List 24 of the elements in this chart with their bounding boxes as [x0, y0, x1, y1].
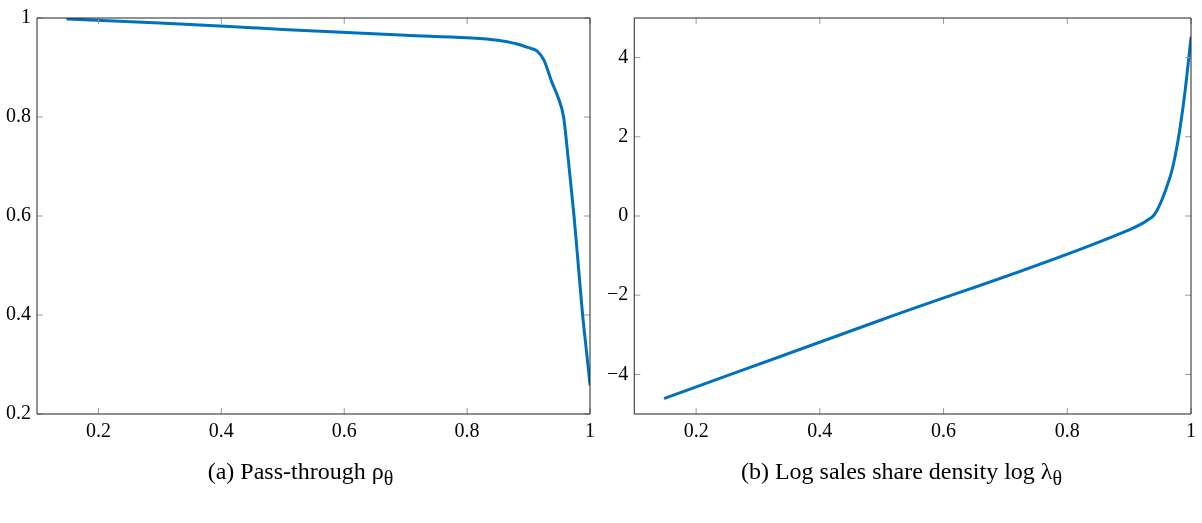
x-tick-label: 0.6 [931, 419, 957, 442]
y-tick-label: 0 [618, 203, 629, 226]
y-tick-label: −4 [607, 361, 629, 384]
y-tick-label: −2 [607, 282, 629, 305]
x-axis-title: (b) Log sales share density log λ$_{θ}$ [739, 458, 1064, 490]
y-tick-label: 0.6 [6, 203, 31, 226]
x-tick-label: 0.8 [1054, 419, 1080, 442]
line-series [663, 36, 1191, 400]
line-series [66, 18, 590, 386]
y-tick-label: 0.8 [6, 104, 31, 127]
y-tick-label: 0.2 [6, 401, 31, 424]
x-tick-label: 0.4 [807, 419, 833, 442]
y-tick-label: 4 [618, 44, 629, 67]
x-tick-label: 0.8 [454, 419, 480, 442]
x-tick-label: 1 [585, 419, 595, 442]
x-tick-label: 0.2 [85, 419, 111, 442]
y-tick-label: 2 [618, 124, 629, 147]
y-tick-label: 1 [21, 5, 31, 28]
x-tick-label: 0.2 [683, 419, 709, 442]
x-tick-label: 1 [1186, 419, 1196, 442]
x-tick-label: 0.6 [331, 419, 357, 442]
x-axis-title: (a) Pass-through ρ$_{θ}$ [206, 458, 395, 490]
y-tick-label: 0.4 [6, 302, 31, 325]
x-tick-label: 0.4 [208, 419, 234, 442]
